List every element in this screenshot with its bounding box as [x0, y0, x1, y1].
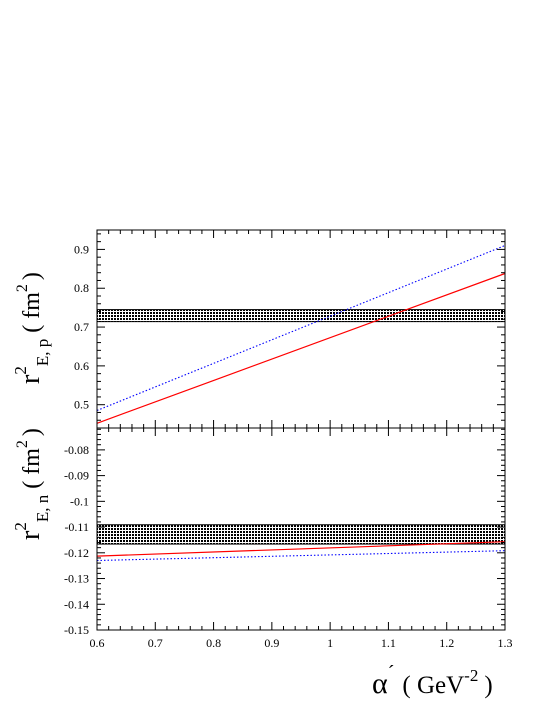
svg-text:r2E, n( fm2): r2E, n( fm2) [11, 428, 52, 540]
top-y-tick-label: 0.9 [74, 242, 89, 256]
bottom-y-tick-label: -0.09 [64, 469, 89, 483]
bottom-x-tick-label: 0.9 [264, 636, 279, 650]
top-y-tick-label: 0.7 [74, 320, 89, 334]
bottom-ylabel-unit-close: ) [19, 428, 45, 436]
bottom-x-tick-label: 1.1 [381, 636, 396, 650]
bottom-y-tick-label: -0.13 [64, 572, 89, 586]
top-y-tick-label: 0.8 [74, 281, 89, 295]
bottom-x-tick-label: 1.3 [498, 636, 513, 650]
top-ylabel-unit-sup: 2 [14, 284, 31, 292]
bottom-x-tick-label: 0.6 [90, 636, 105, 650]
bottom-ylabel-unit-sup: 2 [14, 440, 31, 448]
bottom-ylabel-sub: E, n [33, 494, 52, 522]
svg-text:r2E, p( fm2): r2E, p( fm2) [11, 272, 52, 384]
bottom-y-tick-label: -0.14 [64, 597, 89, 611]
bottom-x-tick-label: 0.8 [206, 636, 221, 650]
bottom-series-red-solid-line [96, 541, 506, 557]
xlabel-unit-close: ) [484, 672, 492, 699]
bottom-frame [96, 427, 506, 631]
x-axis-title: α´ ( GeV-2) [372, 662, 493, 700]
top-series-red-solid-line [96, 272, 506, 424]
top-ylabel-unit-close: ) [19, 272, 45, 280]
bottom-band [96, 524, 506, 545]
bottom-y-tick-label: -0.08 [64, 443, 89, 457]
top-ylabel-sup: 2 [11, 366, 30, 375]
bottom-y-tick-label: -0.12 [64, 546, 89, 560]
bottom-x-tick-label: 1 [327, 636, 333, 650]
bottom-y-axis-title: r2E, n( fm2) [11, 428, 52, 540]
bottom-panel: -0.15 -0.14 -0.13 -0.12 -0.11 -0.1 -0.09 -0.08 0… [64, 427, 513, 650]
bottom-x-tick-label: 0.7 [148, 636, 163, 650]
bottom-ylabel-unit: ( fm [19, 448, 45, 489]
bottom-y-tick-label: -0.1 [70, 494, 89, 508]
top-frame [96, 229, 506, 429]
top-ylabel-sub: E, p [33, 339, 52, 366]
bottom-ylabel-main: r [15, 530, 46, 540]
top-y-tick-label: 0.5 [74, 398, 89, 412]
top-y-axis-title: r2E, p( fm2) [11, 272, 52, 384]
bottom-series-blue-dotted-line [96, 550, 506, 562]
bottom-y-tick-label: -0.11 [64, 520, 89, 534]
top-y-tick-label: 0.6 [74, 359, 89, 373]
top-ylabel-unit: ( fm [19, 292, 45, 333]
top-panel: 0.5 0.6 0.7 0.8 0.9 [74, 229, 506, 429]
top-series-blue-dotted-line [96, 244, 506, 412]
svg-text:α´( GeV-2): α´ ( GeV-2) [372, 662, 493, 700]
bottom-x-tick-label: 1.2 [439, 636, 454, 650]
top-band [96, 309, 506, 323]
bottom-ylabel-sup: 2 [11, 522, 30, 531]
xlabel-main: α [372, 667, 388, 700]
bottom-y-tick-label: -0.15 [64, 623, 89, 637]
xlabel-prime: ´ [388, 662, 395, 684]
xlabel-unit: ( GeV [402, 672, 464, 699]
top-ylabel-main: r [15, 374, 46, 384]
xlabel-unit-sup: -2 [464, 666, 478, 685]
